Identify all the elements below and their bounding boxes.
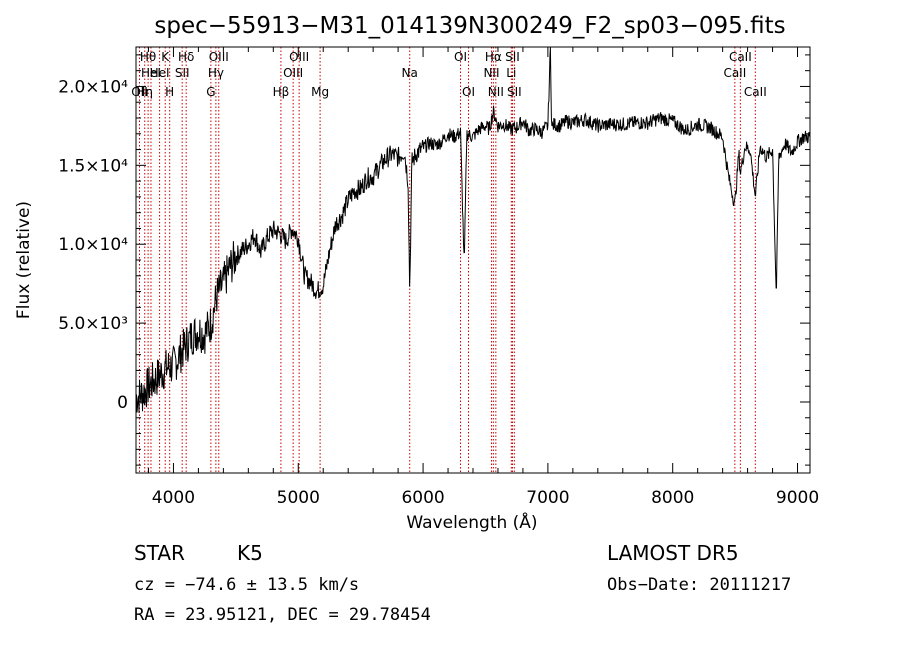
- spectrum-series: [135, 46, 811, 414]
- line-label: G: [206, 85, 215, 99]
- object-class: STAR: [134, 541, 185, 565]
- y-axis-ticks: 0 5.0×10³ 1.0×10⁴ 1.5×10⁴ 2.0×10⁴: [58, 54, 810, 466]
- line-label: Mg: [311, 85, 329, 99]
- line-label: Hδ: [178, 50, 194, 64]
- line-label: HeI: [150, 66, 170, 80]
- line-label: SII: [175, 66, 190, 80]
- object-subclass: K5: [237, 541, 263, 565]
- y-tick-label: 5.0×10³: [58, 314, 128, 334]
- line-label: HeI: [141, 66, 161, 80]
- line-label: OI: [454, 50, 467, 64]
- coordinates: RA = 23.95121, DEC = 29.78454: [134, 605, 431, 625]
- y-tick-label: 2.0×10⁴: [58, 77, 128, 97]
- line-label: Na: [402, 66, 418, 80]
- survey-name: LAMOST DR5: [607, 541, 739, 565]
- line-label: OII: [131, 85, 148, 99]
- line-label: CaII: [723, 66, 746, 80]
- redshift-readout: cz = −74.6 ± 13.5 km/s: [134, 575, 359, 595]
- line-label: NII: [483, 66, 499, 80]
- line-label: Hα: [485, 50, 502, 64]
- line-label: CaII: [729, 50, 752, 64]
- line-label: CaII: [744, 85, 767, 99]
- x-tick-label: 7000: [526, 488, 569, 508]
- line-label: SII: [507, 85, 522, 99]
- line-label: Li: [506, 66, 516, 80]
- line-label: Hη: [136, 85, 153, 99]
- y-tick-label: 1.0×10⁴: [58, 235, 128, 255]
- line-label: NII: [488, 85, 504, 99]
- x-axis-ticks: 4000 5000 6000 7000 8000 9000: [147, 47, 819, 508]
- x-tick-label: 5000: [277, 488, 320, 508]
- x-tick-label: 6000: [401, 488, 444, 508]
- chart-title: spec−55913−M31_014139N300249_F2_sp03−095…: [154, 13, 785, 39]
- line-label: OIII: [289, 50, 309, 64]
- x-tick-label: 4000: [152, 488, 195, 508]
- line-label: OI: [462, 85, 475, 99]
- line-label: Hγ: [208, 66, 224, 80]
- line-label: Hβ: [273, 85, 290, 99]
- y-tick-label: 1.5×10⁴: [58, 156, 128, 176]
- line-label: OIII: [283, 66, 303, 80]
- line-label: H: [165, 85, 174, 99]
- x-axis-label: Wavelength (Å): [406, 511, 537, 533]
- line-label: Hθ: [140, 50, 156, 64]
- line-label: SII: [505, 50, 520, 64]
- spectral-line-labels: OIIHηHθHeIHeIKHSIIHδGHγOIIIHβOIIIOIIIMgN…: [131, 50, 767, 99]
- obs-date: Obs−Date: 20111217: [607, 575, 791, 595]
- line-label: OIII: [209, 50, 229, 64]
- x-tick-label: 8000: [651, 488, 694, 508]
- y-tick-label: 0: [117, 393, 128, 413]
- x-tick-label: 9000: [776, 488, 819, 508]
- y-axis-label: Flux (relative): [14, 201, 34, 319]
- line-label: K: [161, 50, 170, 64]
